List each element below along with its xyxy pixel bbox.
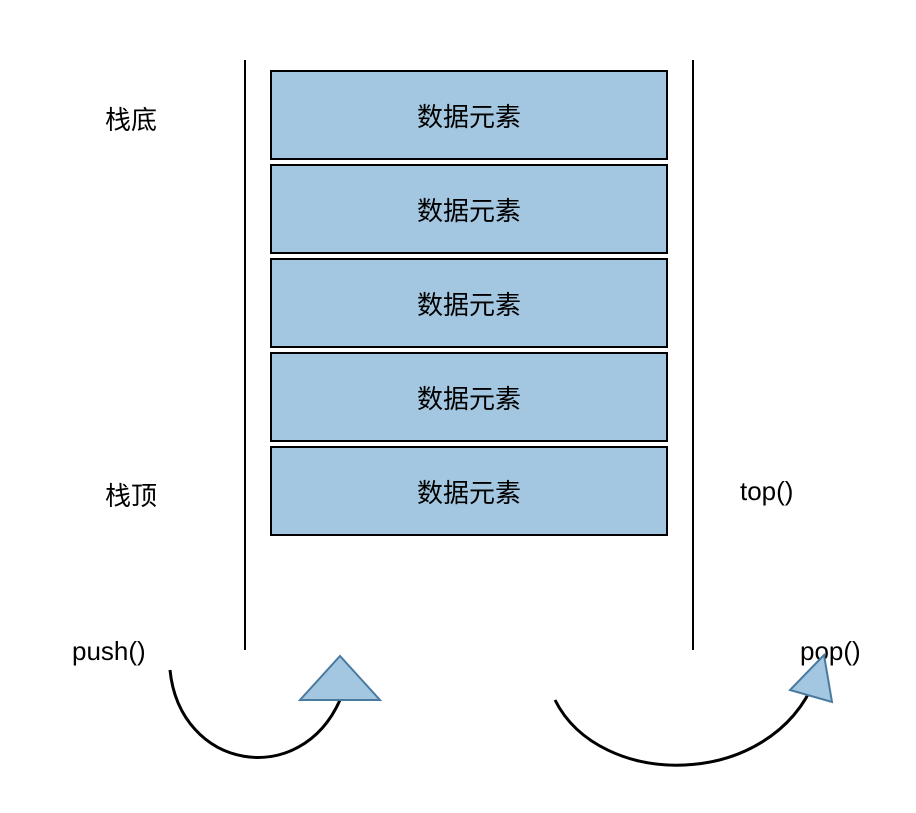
stack-cell: 数据元素	[270, 258, 668, 348]
stack-cell: 数据元素	[270, 70, 668, 160]
push-arrow-curve	[170, 670, 340, 757]
label-push-fn: push()	[72, 636, 146, 667]
stack-cell-label: 数据元素	[417, 191, 521, 228]
stack-cell: 数据元素	[270, 446, 668, 536]
stack-cell-label: 数据元素	[417, 473, 521, 510]
stack-cell: 数据元素	[270, 164, 668, 254]
push-arrow-head-icon	[300, 656, 380, 700]
stack-cell-label: 数据元素	[417, 285, 521, 322]
stack-cell: 数据元素	[270, 352, 668, 442]
stack-cell-label: 数据元素	[417, 379, 521, 416]
label-pop-fn: pop()	[800, 636, 861, 667]
label-stack-top: 栈顶	[105, 476, 157, 513]
stack-cell-label: 数据元素	[417, 97, 521, 134]
label-top-fn: top()	[740, 476, 793, 507]
label-stack-bottom: 栈底	[105, 100, 157, 137]
pop-arrow-curve	[555, 680, 815, 765]
